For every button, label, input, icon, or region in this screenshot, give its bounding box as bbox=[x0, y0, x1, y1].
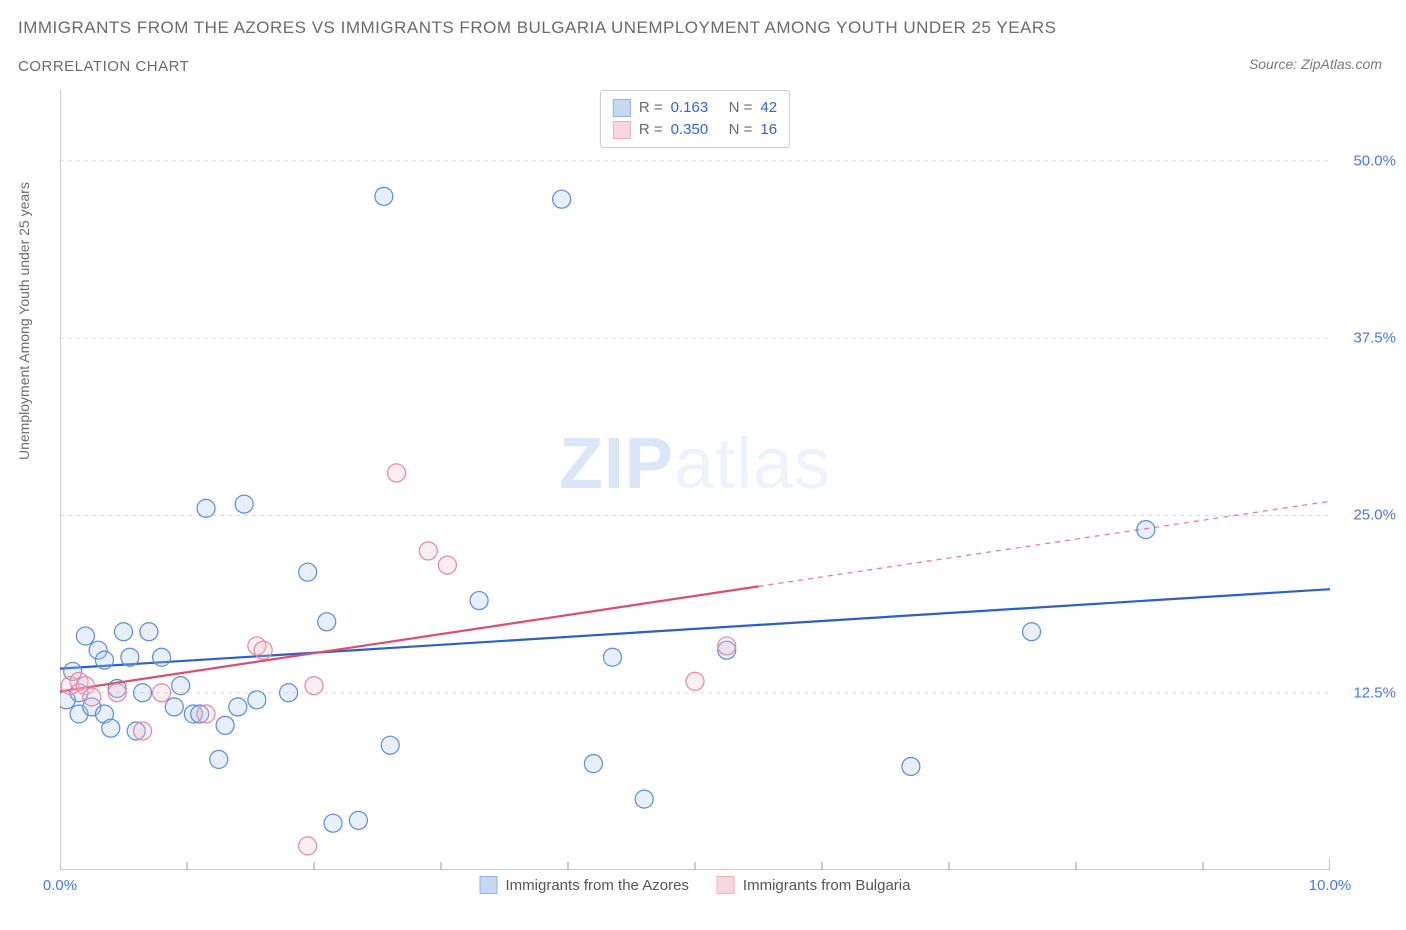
legend-r-value: 0.350 bbox=[671, 119, 721, 141]
legend-swatch-icon bbox=[480, 876, 498, 894]
y-tick-label: 12.5% bbox=[1353, 684, 1396, 701]
y-tick-label: 25.0% bbox=[1353, 507, 1396, 524]
legend-series-label: Immigrants from Bulgaria bbox=[743, 877, 911, 894]
legend-swatch-icon bbox=[717, 876, 735, 894]
chart-title: IMMIGRANTS FROM THE AZORES VS IMMIGRANTS… bbox=[18, 18, 1057, 38]
legend-n-value: 16 bbox=[760, 119, 777, 141]
legend-n-label: N = bbox=[729, 119, 753, 141]
legend-n-value: 42 bbox=[760, 97, 777, 119]
legend-series: Immigrants from the Azores Immigrants fro… bbox=[480, 876, 911, 894]
y-axis-label: Unemployment Among Youth under 25 years bbox=[16, 182, 32, 460]
chart-subtitle: CORRELATION CHART bbox=[18, 58, 189, 75]
legend-stat-row: R = 0.163 N = 42 bbox=[613, 97, 777, 119]
legend-r-value: 0.163 bbox=[671, 97, 721, 119]
scatter-svg bbox=[60, 90, 1330, 870]
y-tick-label: 50.0% bbox=[1353, 152, 1396, 169]
legend-r-label: R = bbox=[639, 119, 663, 141]
legend-stats-box: R = 0.163 N = 42 R = 0.350 N = 16 bbox=[600, 90, 790, 148]
legend-r-label: R = bbox=[639, 97, 663, 119]
legend-series-item: Immigrants from the Azores bbox=[480, 876, 689, 894]
source-attribution: Source: ZipAtlas.com bbox=[1249, 56, 1382, 72]
x-tick-label: 0.0% bbox=[43, 877, 77, 894]
x-tick-label: 10.0% bbox=[1309, 877, 1352, 894]
legend-n-label: N = bbox=[729, 97, 753, 119]
chart-plot-area: ZIPatlas R =0.163N =42R =0.350N =16 Immi… bbox=[60, 90, 1330, 870]
legend-series-item: Immigrants from Bulgaria bbox=[717, 876, 911, 894]
legend-series-label: Immigrants from the Azores bbox=[506, 877, 689, 894]
legend-swatch-icon bbox=[613, 121, 631, 139]
legend-stat-row: R = 0.350 N = 16 bbox=[613, 119, 777, 141]
y-tick-label: 37.5% bbox=[1353, 330, 1396, 347]
legend-swatch-icon bbox=[613, 99, 631, 117]
